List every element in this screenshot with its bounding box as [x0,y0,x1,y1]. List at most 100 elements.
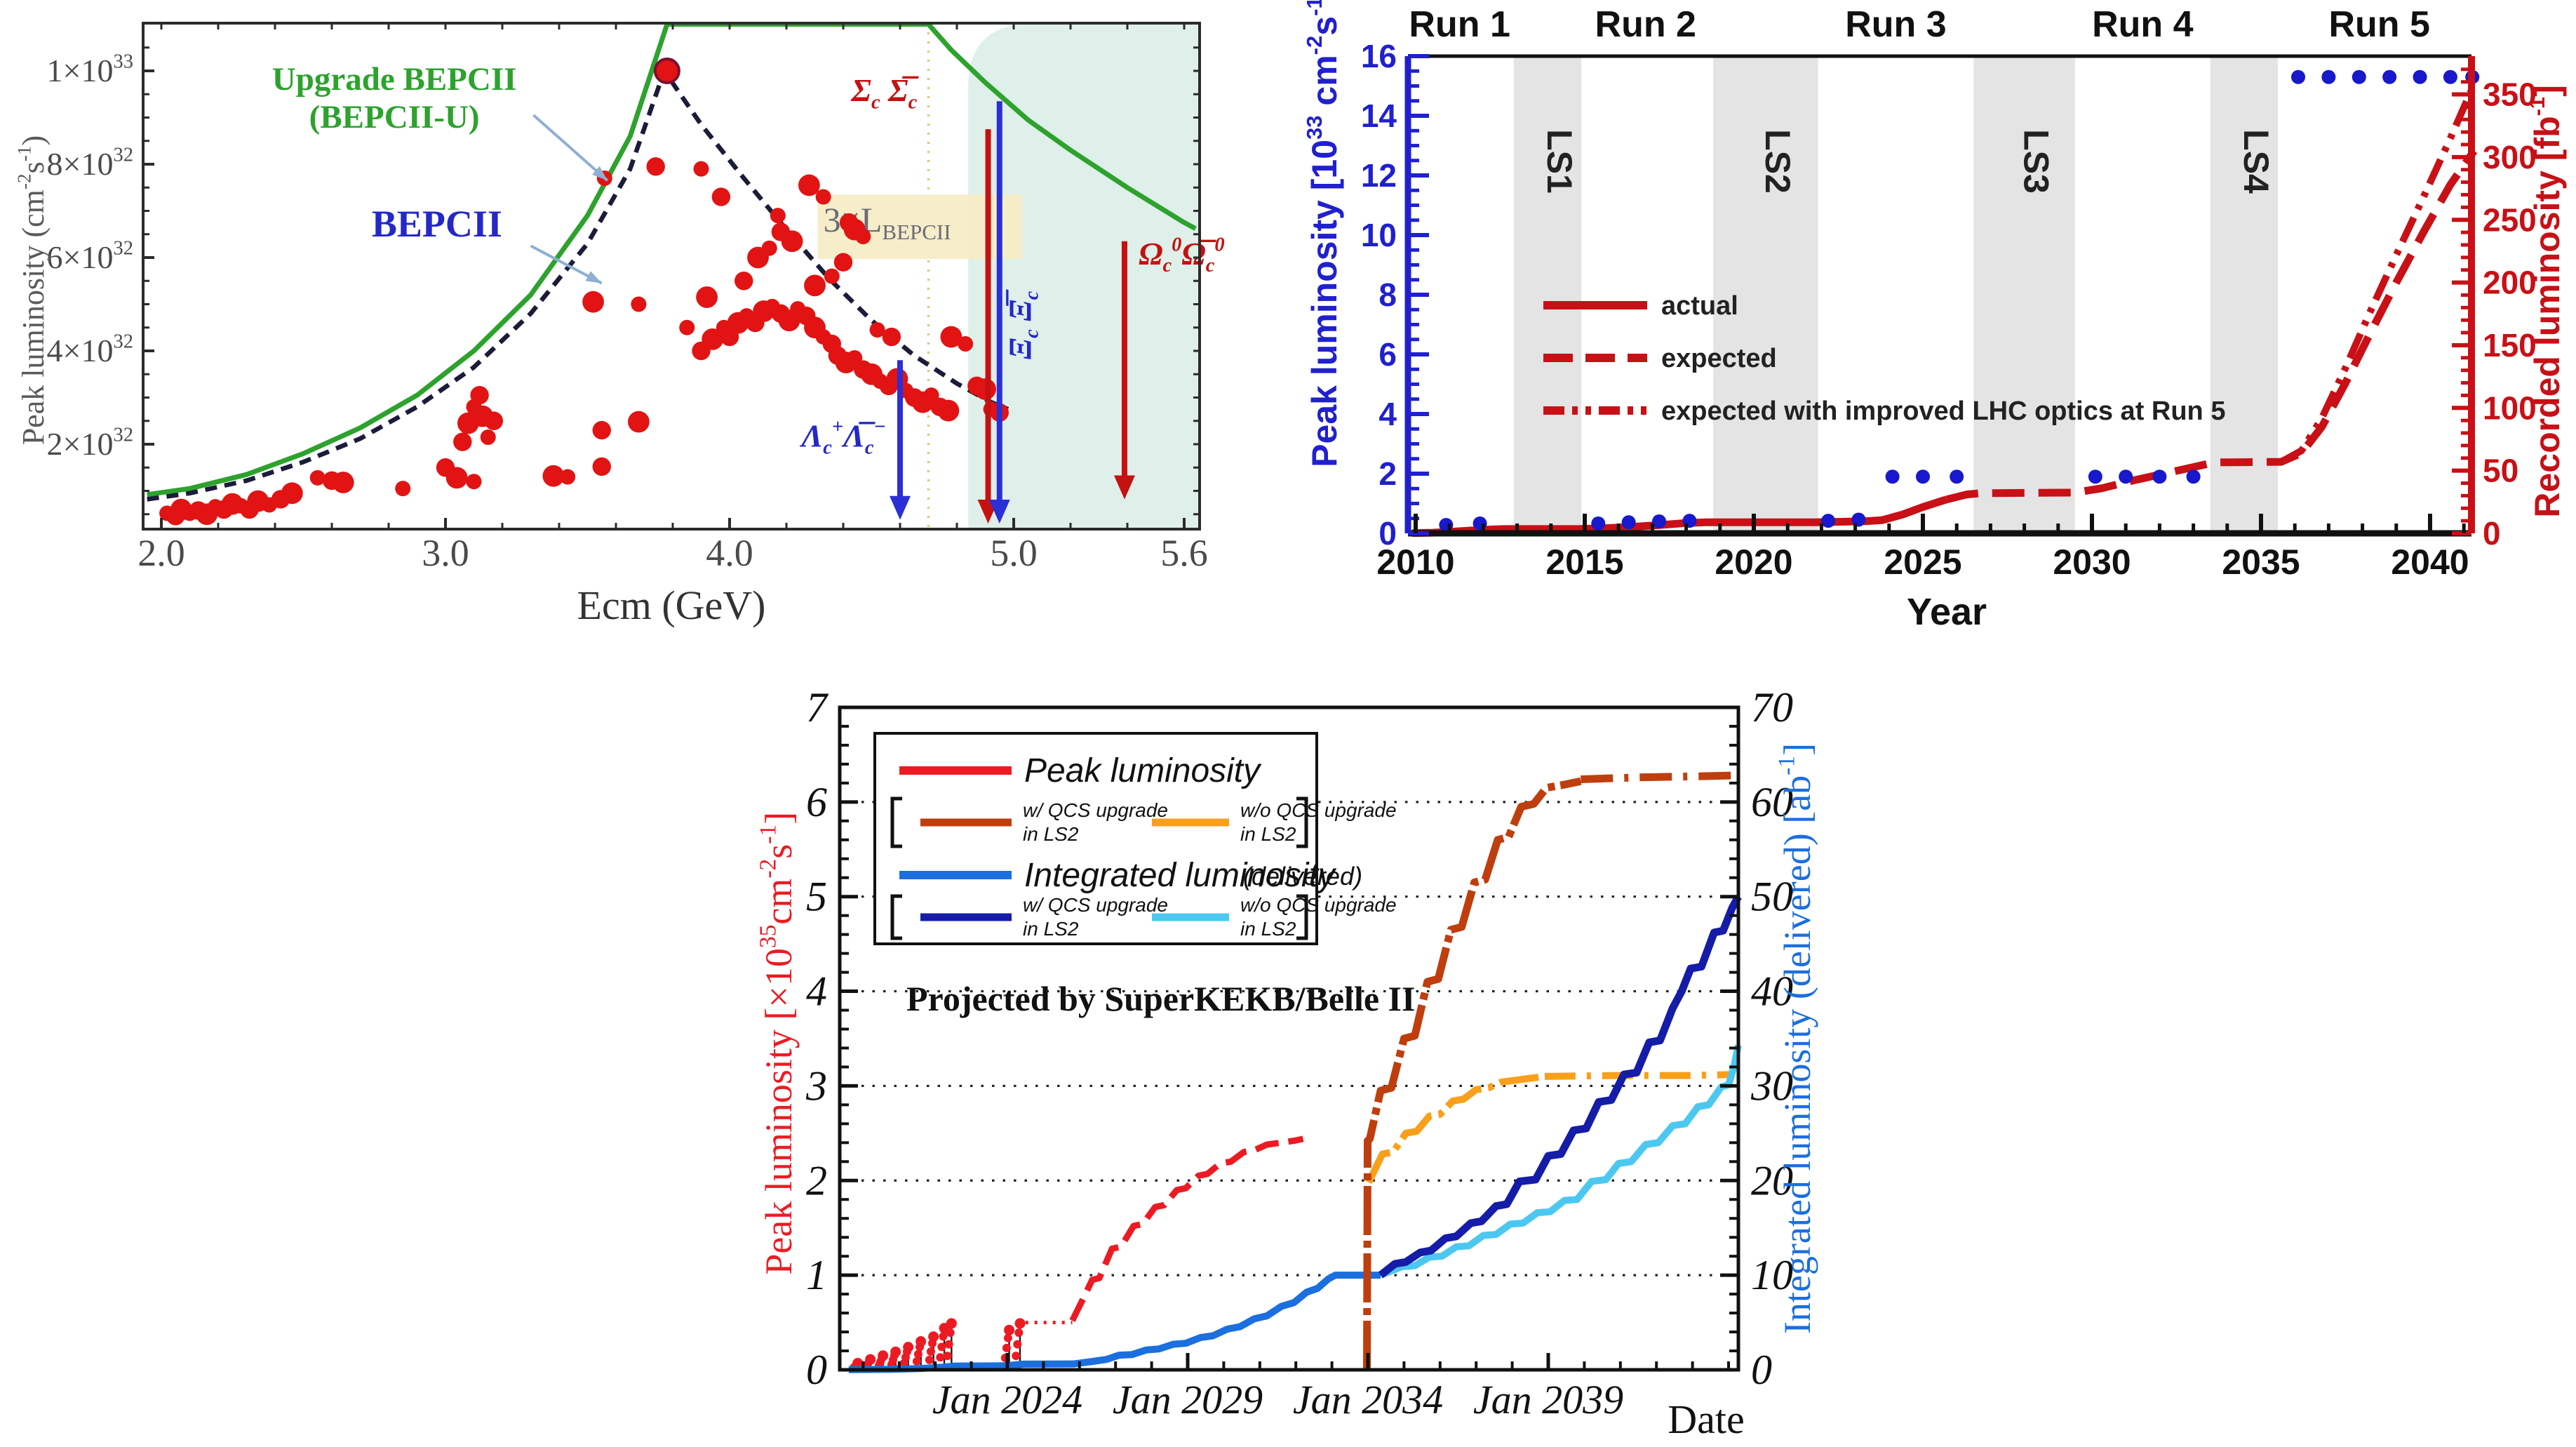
spike-dot [1002,1343,1011,1352]
scatter-point [702,328,724,350]
left-tick-label: 8 [1378,276,1397,313]
scatter-point [711,187,731,206]
scatter-point [453,432,472,451]
legend-integ-w-label2: in LS2 [1023,918,1079,940]
right-tick-label: 40 [1751,968,1793,1015]
y-tick-label: 2×1032 [47,425,133,462]
scatter-point [542,465,565,487]
left-tick-label: 0 [1378,515,1397,552]
right-tick-label: 150 [2483,327,2537,364]
peak-wo-qcs [1365,1072,1545,1185]
ls-band-LS2 [1713,56,1818,533]
spike-dot [944,1340,953,1349]
belle2-note: Projected by SuperKEKB/Belle II [906,979,1415,1018]
left-tick-label: 3 [805,1062,827,1109]
ls-band-LS4 [2210,56,2279,533]
scatter-point [332,472,354,493]
left-tick-label: 2 [1378,455,1397,492]
spike-dot [865,1354,876,1365]
peak-dot [2352,69,2366,84]
particle-label-omega: Ωc0Ω̅c0 [1139,234,1224,276]
recorded-expected [1945,148,2478,504]
peak-dot [2088,469,2102,484]
year-tick-label: 2025 [1884,542,1961,582]
spike-dot [1013,1340,1022,1349]
bepcii-xlabel: Ecm (GeV) [577,582,766,628]
belle2-xlabel: Date [1668,1396,1745,1442]
right-tick-label: 0 [2483,515,2501,552]
legend-peak-label: Peak luminosity [1024,752,1262,789]
scatter-point [958,336,974,352]
left-tick-label: 10 [1361,217,1397,253]
left-tick-label: 14 [1361,98,1397,134]
belle2-right-ylabel: Integrated luminosity (delivered) [ab-1] [1773,743,1818,1334]
particle-label-sigma: Σc Σ̅c [851,72,919,113]
scatter-point [560,469,576,485]
bepcii-ylabel: Peak luminosity (cm-2s-1) [14,135,51,445]
right-tick-label: 30 [1750,1062,1793,1109]
peak-dot [1916,469,1930,484]
bepcii-label: BEPCII [372,203,502,245]
year-tick-label: 2010 [1376,542,1454,582]
x-tick-label: 5.6 [1160,532,1208,574]
left-tick-label: 12 [1361,157,1397,194]
left-tick-label: 7 [806,684,829,731]
scatter-point [582,291,604,313]
scatter-point [761,240,777,256]
scatter-point [631,296,647,312]
spike-dot [1012,1352,1021,1361]
pointer-arrow-0 [532,114,609,182]
scatter-point [839,213,859,232]
scatter-point [466,474,482,490]
peak-dot [1851,512,1866,527]
spike-dot [1014,1318,1026,1329]
xi-arrow-head [988,500,1010,524]
date-tick-label: Jan 2034 [1293,1377,1443,1422]
upgrade-bepcii-curve [147,22,1197,498]
scatter-point [940,326,962,348]
integ-wo-qcs [1379,1044,1742,1279]
spike-dot [936,1353,945,1362]
left-tick-label: 4 [1378,396,1397,432]
date-tick-label: Jan 2029 [1113,1377,1263,1422]
date-tick-label: Jan 2039 [1473,1377,1623,1422]
legend-label-1: expected [1661,344,1777,373]
scatter-point [815,189,831,205]
legend-integrated-label: Integrated luminosity [1024,857,1337,894]
spike-dot [937,1342,946,1352]
scatter-point [824,268,840,284]
x-tick-label: 3.0 [422,532,469,574]
peak-dot [2186,469,2201,484]
left-tick-label: 0 [806,1347,827,1393]
recorded-actual [1412,495,1948,538]
spike-dot [928,1331,939,1342]
left-tick-label: 2 [806,1157,827,1203]
scatter-point [445,467,468,489]
peak-dot [2321,69,2336,84]
spike-dot [946,1328,955,1338]
spike-dot [890,1346,901,1357]
year-tick-label: 2020 [1715,542,1792,582]
particle-label-lambda: Λc+Λ̅c− [800,416,886,458]
belle2-frame [838,705,1740,1372]
peak-dot [2382,69,2397,84]
teal-region [968,23,1200,529]
peak-dot [2291,69,2306,84]
pointer-arrow-head-0 [592,166,608,181]
legend-peak-wo-label2: in LS2 [1240,823,1296,845]
legend-integ-wo-label: w/o QCS upgrade [1240,894,1397,916]
bracket-open [890,796,902,848]
bracket-close [1296,894,1308,940]
right-tick-label: 50 [2483,453,2518,489]
x-tick-label: 2.0 [137,532,185,574]
upgrade-label-line1: Upgrade BEPCII [272,61,517,98]
ls-band-LS1 [1513,56,1582,533]
scatter-point [734,272,753,291]
run-label-1: Run 1 [1409,4,1510,45]
peak-dot [2152,469,2167,484]
peak-dot [1621,515,1636,530]
integ-w-qcs [1378,895,1742,1279]
ls-label-LS2: LS2 [1758,129,1797,194]
spike-dot [946,1318,957,1329]
legend-integ-wo-label2: in LS2 [1240,918,1296,940]
